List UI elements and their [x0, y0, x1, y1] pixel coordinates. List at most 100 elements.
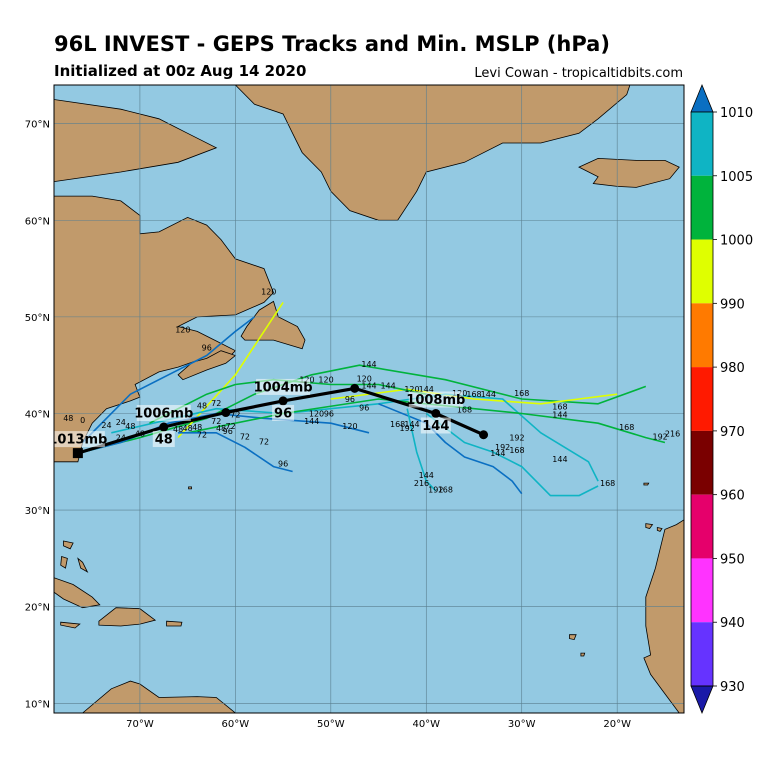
land-hispaniola	[98, 607, 157, 627]
member-hour-label: 144	[419, 471, 434, 480]
member-hour-label: 0	[80, 416, 85, 425]
member-track-4	[425, 412, 599, 497]
lon-tick-label: 20°W	[603, 719, 631, 730]
mb-label-bg	[54, 431, 105, 448]
mb-label-bg	[256, 378, 311, 395]
member-hour-label: 168	[552, 403, 567, 412]
colorbar-segment	[691, 367, 713, 431]
member-track-2	[330, 388, 618, 405]
lat-tick-label: 60°N	[25, 216, 50, 227]
lon-tick-label: 70°W	[126, 719, 154, 730]
member-hour-label: 144	[361, 360, 376, 369]
land-puerto-rico	[166, 620, 183, 627]
mean-track-point	[350, 383, 360, 393]
member-hour-label: 48	[173, 425, 183, 434]
land-canary-1	[645, 523, 654, 529]
member-hour-label: 144	[304, 417, 319, 426]
lat-tick-label: 10°N	[25, 699, 50, 710]
colorbar-segment	[691, 494, 713, 559]
colorbar-segment	[691, 622, 713, 686]
mean-track-pressure-label: 1006mb	[134, 407, 193, 422]
lat-tick-label: 20°N	[25, 603, 50, 614]
member-hour-label: 48	[197, 402, 207, 411]
member-track-7	[82, 316, 255, 444]
lon-tick-label: 30°W	[508, 719, 536, 730]
lat-tick-label: 40°N	[25, 409, 50, 420]
mb-label-bg	[408, 391, 463, 408]
land-cuba	[54, 577, 101, 609]
member-hour-label: 168	[390, 420, 405, 429]
member-hour-label: 72	[259, 437, 269, 446]
mean-track-point	[221, 408, 231, 418]
member-hour-label: 96	[278, 460, 288, 469]
member-hour-label: 144	[481, 390, 496, 399]
member-hour-label: 192	[428, 486, 443, 495]
member-hour-label: 168	[438, 486, 453, 495]
land-north-america	[54, 85, 274, 463]
member-hour-label: 192	[509, 434, 524, 443]
member-hour-label: 96	[359, 404, 369, 413]
colorbar-label: 1000	[720, 234, 753, 249]
colorbar-label: 1005	[720, 170, 753, 185]
member-hour-label: 48	[125, 422, 135, 431]
member-hour-label: 168	[466, 390, 481, 399]
member-hour-label: 96	[202, 344, 212, 353]
member-hour-label: 168	[457, 406, 472, 415]
mean-track-hour-label: 48	[155, 433, 173, 448]
mean-track-point	[159, 422, 169, 432]
mean-track-hour-label: 144	[422, 419, 449, 434]
map-frame	[53, 84, 685, 714]
member-hour-label: 144	[552, 410, 567, 419]
member-hour-label: 72	[211, 417, 221, 426]
land-south-america	[54, 680, 237, 713]
member-hour-label: 96	[223, 427, 233, 436]
member-hour-label: 24	[116, 418, 126, 427]
land-canary-2	[656, 527, 663, 532]
land-bermuda	[188, 486, 192, 490]
colorbar-label: 980	[720, 361, 745, 376]
land-africa	[643, 519, 684, 713]
member-hour-label: 72	[225, 422, 235, 431]
member-hour-label: 216	[665, 430, 680, 439]
hour-label-bg	[152, 431, 175, 448]
member-hour-label: 144	[419, 385, 434, 394]
colorbar-label: 970	[720, 425, 745, 440]
colorbar-segment	[691, 112, 713, 176]
land-madeira	[643, 482, 650, 486]
mean-track-pressure-label: 1013mb	[48, 433, 107, 448]
member-hour-label: 48	[183, 424, 193, 433]
hour-label-bg	[272, 404, 295, 421]
colorbar-frame	[690, 111, 714, 687]
member-hour-label: 168	[514, 389, 529, 398]
land-bahamas-1	[63, 540, 74, 550]
member-hour-label: 120	[175, 325, 190, 334]
member-hour-label: 192	[652, 433, 667, 442]
colorbar-label: 940	[720, 616, 745, 631]
mean-track-start-marker	[72, 448, 83, 459]
colorbar-label: 930	[720, 680, 745, 695]
lon-tick-label: 50°W	[317, 719, 345, 730]
colorbar-segment	[691, 303, 713, 368]
colorbar-segment	[691, 430, 713, 495]
lat-tick-label: 30°N	[25, 506, 50, 517]
member-hour-label: 216	[414, 479, 429, 488]
member-hour-label: 120	[357, 375, 372, 384]
lat-tick-label: 50°N	[25, 313, 50, 324]
chart-title: 96L INVEST - GEPS Tracks and Min. MSLP (…	[54, 32, 610, 56]
colorbar-segment	[691, 175, 713, 240]
member-hour-label: 168	[619, 423, 634, 432]
member-hour-label: 120	[404, 385, 419, 394]
credit-text: Levi Cowan - tropicaltidbits.com	[474, 66, 683, 81]
hour-label-bg	[420, 417, 451, 434]
member-hour-label: 72	[230, 410, 240, 419]
colorbar-label: 950	[720, 552, 745, 567]
member-hour-label: 120	[342, 422, 357, 431]
member-hour-label: 168	[509, 446, 524, 455]
member-hour-label: 192	[400, 424, 415, 433]
land-iceland	[578, 157, 680, 188]
colorbar-extend-bottom	[690, 685, 714, 715]
member-hour-label: 72	[211, 399, 221, 408]
colorbar-extend-top	[690, 83, 714, 113]
lat-tick-label: 70°N	[25, 120, 50, 131]
member-hour-label: 24	[101, 421, 111, 430]
